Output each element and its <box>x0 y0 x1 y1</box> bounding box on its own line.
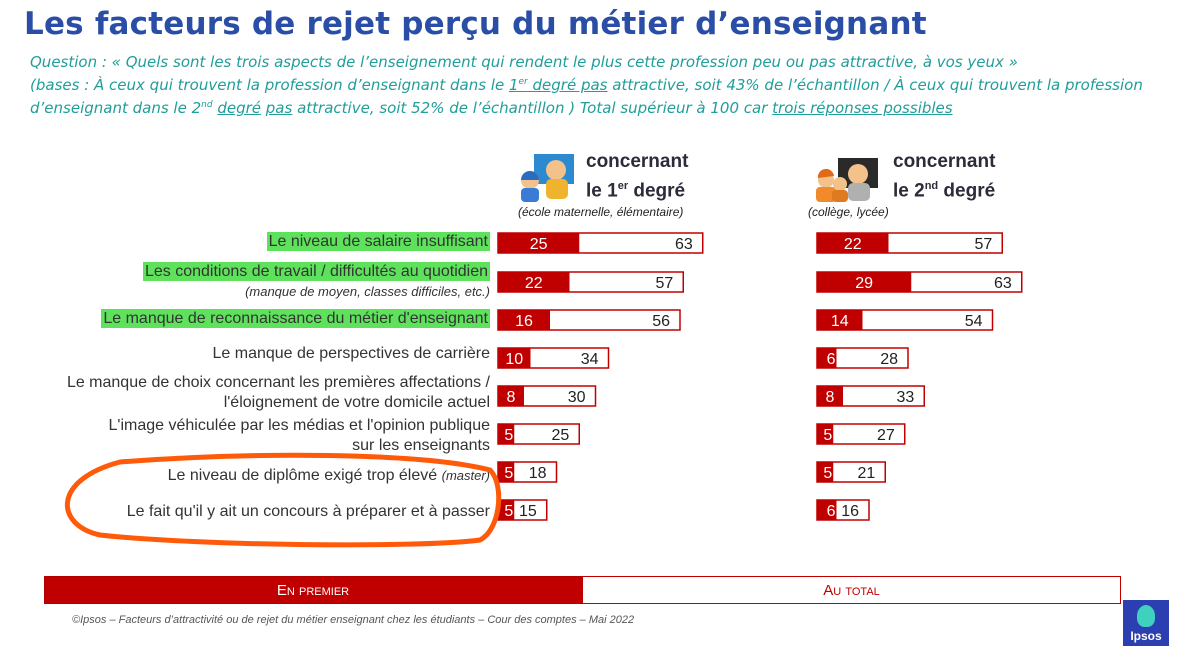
bar-first-1er <box>498 272 570 292</box>
bar-first-2nd <box>817 272 912 292</box>
bar-first-2nd <box>817 233 889 253</box>
data-label-first-2nd: 5 <box>823 427 832 444</box>
bar-first-1er <box>498 310 550 330</box>
data-label-first-2nd: 8 <box>826 389 835 406</box>
data-label-first-1er: 22 <box>525 275 543 292</box>
data-label-total-2nd: 54 <box>965 313 983 330</box>
bar-first-1er <box>498 348 531 368</box>
data-label-first-1er: 5 <box>504 427 513 444</box>
annotation-circle <box>64 452 502 548</box>
data-label-first-2nd: 22 <box>844 236 862 253</box>
bar-first-2nd <box>817 500 837 520</box>
page-title: Les facteurs de rejet perçu du métier d’… <box>24 6 927 42</box>
bar-first-1er <box>498 233 580 253</box>
data-label-total-1er: 18 <box>529 465 547 482</box>
group-label: concernant le 2nd degré <box>893 151 996 202</box>
row-label-concours: Le fait qu'il y ait un concours à prépar… <box>126 503 490 520</box>
row-label-reconnaissance: Le manque de reconnaissance du métier d'… <box>101 309 490 328</box>
question-line: Question : « Quels sont les trois aspect… <box>30 53 1018 71</box>
data-label-first-1er: 5 <box>504 503 513 520</box>
teacher-students-icon <box>816 158 878 202</box>
bar-first-1er <box>498 424 515 444</box>
data-label-total-2nd: 28 <box>880 351 898 368</box>
data-label-total-1er: 30 <box>568 389 586 406</box>
data-label-total-2nd: 21 <box>857 465 875 482</box>
data-label-total-1er: 57 <box>655 275 673 292</box>
legend-en-premier: En premier <box>44 576 582 604</box>
data-label-total-2nd: 16 <box>841 503 859 520</box>
data-label-first-2nd: 29 <box>855 275 873 292</box>
legend-au-total: Au total <box>582 576 1121 604</box>
data-label-first-2nd: 6 <box>827 503 836 520</box>
group-sublabel: (école maternelle, élémentaire) <box>518 205 684 219</box>
row-label-salaire: Le niveau de salaire insuffisant <box>266 232 490 251</box>
data-label-first-2nd: 5 <box>823 465 832 482</box>
data-label-total-1er: 15 <box>519 503 537 520</box>
bar-first-1er <box>498 386 524 406</box>
data-label-total-2nd: 33 <box>896 389 914 406</box>
data-label-total-2nd: 57 <box>974 236 992 253</box>
bar-first-2nd <box>817 348 837 368</box>
data-label-first-2nd: 6 <box>827 351 836 368</box>
bar-first-2nd <box>817 424 834 444</box>
ipsos-logo: Ipsos <box>1123 600 1169 646</box>
row-label-conditions: Les conditions de travail / difficultés … <box>142 262 490 299</box>
data-label-total-1er: 63 <box>675 236 693 253</box>
row-label-image: L'image véhiculée par les médias et l'op… <box>108 417 490 454</box>
group-label: concernant le 1er degré <box>586 151 689 202</box>
data-label-first-1er: 5 <box>504 465 513 482</box>
logo-leaf-icon <box>1137 605 1155 627</box>
row-label-perspectives: Le manque de perspectives de carrière <box>212 345 491 362</box>
data-label-total-2nd: 63 <box>994 275 1012 292</box>
data-label-total-2nd: 27 <box>877 427 895 444</box>
data-label-total-1er: 56 <box>652 313 670 330</box>
bar-first-2nd <box>817 462 834 482</box>
source-note: ©Ipsos – Facteurs d’attractivité ou de r… <box>72 614 635 626</box>
data-label-first-1er: 16 <box>515 313 533 330</box>
row-label-diplome: Le niveau de diplôme exigé trop élevé (m… <box>167 467 490 484</box>
data-label-first-1er: 25 <box>530 236 548 253</box>
question-text: Question : « Quels sont les trois aspect… <box>30 52 1190 118</box>
data-label-total-1er: 25 <box>551 427 569 444</box>
data-label-first-1er: 8 <box>507 389 516 406</box>
bases-line-2: d’enseignant dans le 2nd degré pas attra… <box>30 99 953 117</box>
bar-first-2nd <box>817 386 843 406</box>
bar-first-1er <box>498 462 515 482</box>
data-label-first-1er: 10 <box>505 351 523 368</box>
group-sublabel: (collège, lycée) <box>808 205 889 219</box>
data-label-first-2nd: 14 <box>831 313 849 330</box>
teacher-pupil-icon <box>521 154 574 202</box>
data-label-total-1er: 34 <box>581 351 599 368</box>
bases-line-1: (bases : À ceux qui trouvent la professi… <box>30 76 1143 94</box>
bar-first-1er <box>498 500 515 520</box>
bar-first-2nd <box>817 310 863 330</box>
row-label-affectations: Le manque de choix concernant les premiè… <box>66 374 490 411</box>
